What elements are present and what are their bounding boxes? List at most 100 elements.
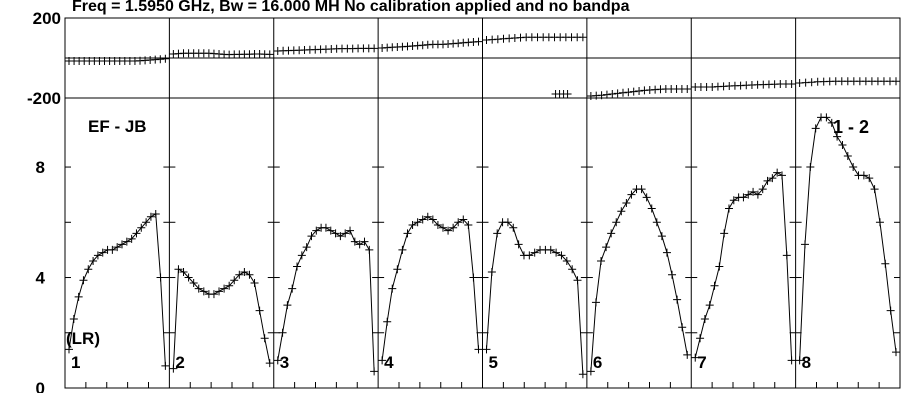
amplitude-point bbox=[273, 356, 282, 365]
amplitude-point bbox=[627, 190, 636, 199]
amplitude-point bbox=[365, 245, 374, 254]
amplitude-point bbox=[602, 243, 611, 252]
amplitude-point bbox=[787, 356, 796, 365]
amplitude-point bbox=[568, 265, 577, 274]
channel-label: 5 bbox=[489, 353, 498, 372]
amplitude-point bbox=[715, 262, 724, 271]
amplitude-point bbox=[98, 248, 107, 257]
amplitude-point bbox=[729, 196, 738, 205]
amplitude-point bbox=[705, 301, 714, 310]
amplitude-point bbox=[255, 306, 264, 315]
amplitude-point bbox=[360, 237, 369, 246]
amplitude-point bbox=[637, 185, 646, 194]
amplitude-point bbox=[209, 290, 218, 299]
amplitude-point bbox=[84, 265, 93, 274]
amplitude-point bbox=[657, 232, 666, 241]
phase-point bbox=[563, 90, 572, 98]
amplitude-point bbox=[586, 367, 595, 376]
amplitude-point bbox=[189, 279, 198, 288]
amplitude-line bbox=[590, 188, 688, 372]
amplitude-point bbox=[744, 190, 753, 199]
channel-label: 2 bbox=[175, 353, 184, 372]
amplitude-point bbox=[336, 232, 345, 241]
amplitude-line bbox=[486, 221, 584, 375]
amplitude-line bbox=[381, 216, 479, 361]
amplitude-point bbox=[341, 229, 350, 238]
amplitude-point bbox=[474, 345, 483, 354]
amplitude-point bbox=[749, 187, 758, 196]
amplitude-point bbox=[758, 185, 767, 194]
amplitude-point bbox=[753, 190, 762, 199]
amplitude-point bbox=[69, 314, 78, 323]
y-tick-labels: 200 -200 8 4 0 bbox=[27, 9, 61, 393]
amplitude-point bbox=[865, 174, 874, 183]
phase-point bbox=[474, 37, 483, 46]
phase-point bbox=[624, 88, 633, 97]
amplitude-point bbox=[454, 218, 463, 227]
amplitude-point bbox=[444, 226, 453, 235]
amplitude-point bbox=[617, 207, 626, 216]
amplitude-point bbox=[307, 232, 316, 241]
amplitude-point bbox=[184, 273, 193, 282]
amplitude-point bbox=[552, 248, 561, 257]
amplitude-point bbox=[782, 251, 791, 260]
phase-point bbox=[787, 80, 796, 88]
amplitude-point bbox=[122, 237, 131, 246]
phase-point bbox=[683, 85, 692, 93]
amplitude-point bbox=[194, 284, 203, 293]
phase-point bbox=[892, 77, 900, 86]
amplitude-point bbox=[408, 221, 417, 230]
amplitude-point bbox=[428, 215, 437, 224]
amplitude-point bbox=[151, 210, 160, 218]
amp-tick-label: 0 bbox=[36, 379, 45, 393]
amplitude-point bbox=[597, 256, 606, 265]
amplitude-point bbox=[355, 240, 364, 249]
plot-frames bbox=[64, 17, 901, 389]
channel-label: 4 bbox=[384, 353, 394, 372]
amplitude-point bbox=[503, 218, 512, 227]
phase-point bbox=[635, 87, 644, 95]
amplitude-point bbox=[525, 251, 534, 260]
amplitude-point bbox=[800, 240, 809, 249]
amplitude-point bbox=[225, 281, 234, 290]
amplitude-point bbox=[393, 265, 402, 274]
amplitude-point bbox=[179, 268, 188, 276]
amplitude-point bbox=[250, 279, 259, 288]
amplitude-point bbox=[612, 218, 621, 227]
channel-labels: 1 2 3 4 5 6 7 8 bbox=[71, 353, 811, 372]
amplitude-point bbox=[875, 218, 884, 227]
amplitude-point bbox=[892, 348, 900, 357]
phase-point bbox=[578, 33, 587, 42]
amplitude-point bbox=[696, 334, 705, 343]
amplitude-point bbox=[546, 245, 555, 254]
amplitude-point bbox=[720, 229, 729, 238]
amplitude-point bbox=[418, 215, 427, 224]
data-series bbox=[65, 33, 900, 379]
amplitude-point bbox=[346, 226, 355, 235]
amplitude-point bbox=[773, 168, 782, 177]
amplitude-point bbox=[118, 240, 127, 249]
amplitude-point bbox=[668, 270, 677, 279]
amplitude-point bbox=[678, 323, 687, 332]
amplitude-point bbox=[235, 270, 244, 279]
channel-label: 8 bbox=[802, 353, 811, 372]
amplitude-point bbox=[763, 176, 772, 185]
amplitude-point bbox=[622, 198, 631, 207]
amplitude-point bbox=[156, 273, 165, 282]
amplitude-point bbox=[142, 218, 151, 227]
amplitude-point bbox=[378, 356, 387, 365]
amplitude-point bbox=[403, 229, 412, 238]
channel-label: 6 bbox=[593, 353, 602, 372]
amplitude-point bbox=[220, 284, 229, 293]
phase-tick-label: 200 bbox=[33, 9, 61, 28]
amplitude-point bbox=[691, 353, 700, 362]
amplitude-point bbox=[724, 204, 733, 213]
amplitude-point bbox=[493, 229, 502, 238]
amplitude-point bbox=[795, 356, 804, 365]
amplitude-point bbox=[870, 185, 879, 194]
corner-label: 1 - 2 bbox=[833, 117, 869, 137]
amplitude-point bbox=[843, 152, 852, 160]
amplitude-point bbox=[199, 287, 208, 296]
phase-point bbox=[597, 91, 606, 100]
amplitude-point bbox=[240, 268, 249, 276]
